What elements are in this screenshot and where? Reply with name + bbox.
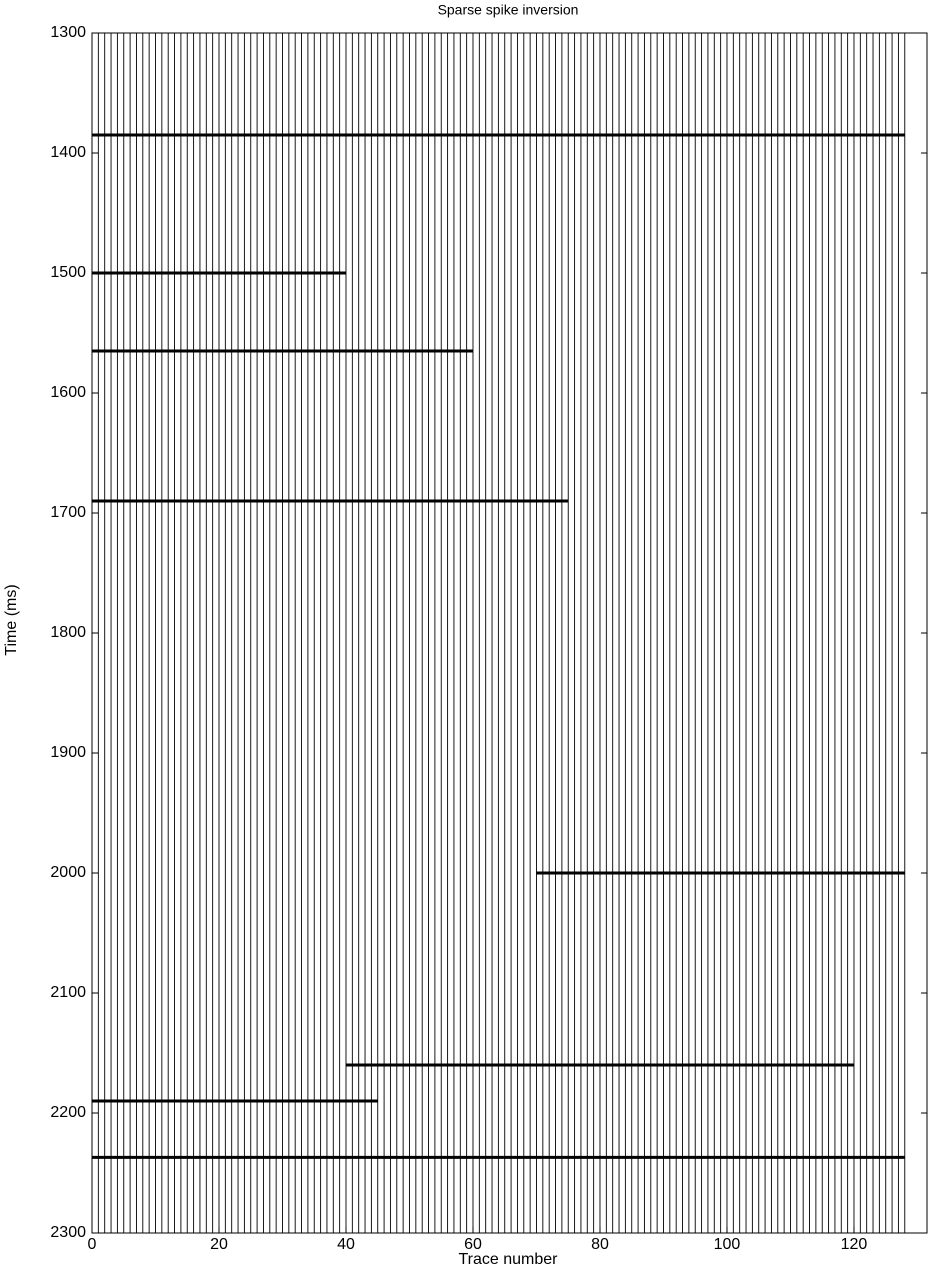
y-tick-label: 1300 (50, 24, 86, 41)
y-tick-label: 1600 (50, 384, 86, 401)
x-tick-label: 80 (591, 1236, 609, 1253)
y-tick-label: 2200 (50, 1104, 86, 1121)
y-tick-label: 1800 (50, 624, 86, 641)
y-tick-label: 2300 (50, 1224, 86, 1241)
y-tick-label: 1700 (50, 504, 86, 521)
x-tick-label: 40 (337, 1236, 355, 1253)
x-tick-label: 60 (464, 1236, 482, 1253)
y-tick-label: 2100 (50, 984, 86, 1001)
chart-title: Sparse spike inversion (438, 2, 579, 18)
plot-frame (91, 32, 928, 1234)
y-axis-label: Time (ms) (3, 584, 20, 655)
x-tick-label: 0 (88, 1236, 97, 1253)
x-tick-label: 20 (210, 1236, 228, 1253)
x-axis-label: Trace number (459, 1251, 559, 1268)
y-tick-label: 1400 (50, 144, 86, 161)
y-tick-label: 2000 (50, 864, 86, 881)
x-tick-label: 120 (841, 1236, 868, 1253)
x-tick-label: 100 (714, 1236, 741, 1253)
y-tick-label: 1900 (50, 744, 86, 761)
y-tick-label: 1500 (50, 264, 86, 281)
